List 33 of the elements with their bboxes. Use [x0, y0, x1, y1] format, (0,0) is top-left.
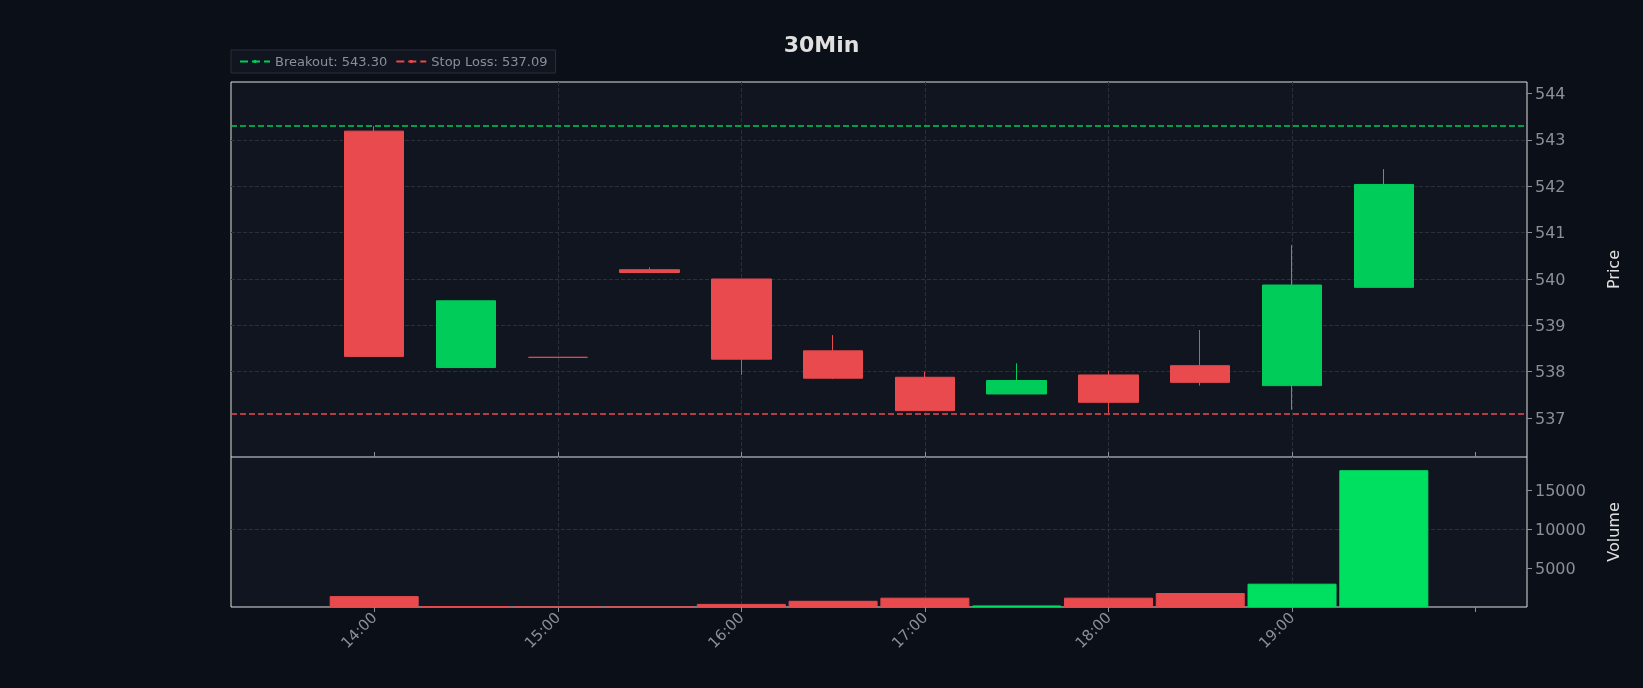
- y-tick-label: 538: [1535, 362, 1566, 382]
- bar: [329, 596, 419, 607]
- legend-label: Stop Loss: 537.09: [431, 54, 548, 69]
- y-tick-label: 537: [1535, 408, 1566, 428]
- candlestick: [1170, 329, 1230, 387]
- y-tick-label: 544: [1535, 84, 1566, 104]
- bar: [1339, 470, 1429, 607]
- y-tick-label: 540: [1535, 269, 1566, 289]
- bar: [1247, 583, 1337, 607]
- bar: [696, 603, 786, 607]
- candlestick: [895, 371, 955, 412]
- y-tick-label: 10000: [1535, 519, 1586, 539]
- candlestick: [986, 362, 1047, 395]
- y-tick-label: 541: [1535, 223, 1566, 243]
- bar: [880, 597, 970, 607]
- candlestick: [803, 334, 863, 380]
- legend-label: Breakout: 543.30: [275, 54, 388, 69]
- bar: [1155, 593, 1245, 607]
- chart-title: 30Min: [783, 31, 860, 57]
- y-axis-title: Volume: [1603, 502, 1623, 562]
- candlestick: [344, 125, 404, 357]
- candlestick: [619, 266, 680, 274]
- y-tick-label: 542: [1535, 176, 1566, 196]
- y-tick-label: 539: [1535, 315, 1566, 335]
- candlestick: [436, 300, 496, 369]
- candlestick: [1354, 168, 1414, 288]
- bar: [788, 600, 878, 607]
- y-axis-title: Price: [1603, 249, 1623, 290]
- y-tick-label: 5000: [1535, 558, 1576, 578]
- y-tick-label: 543: [1535, 130, 1566, 150]
- bar: [1063, 597, 1153, 607]
- y-tick-label: 15000: [1535, 480, 1586, 500]
- candlestick: [711, 278, 772, 376]
